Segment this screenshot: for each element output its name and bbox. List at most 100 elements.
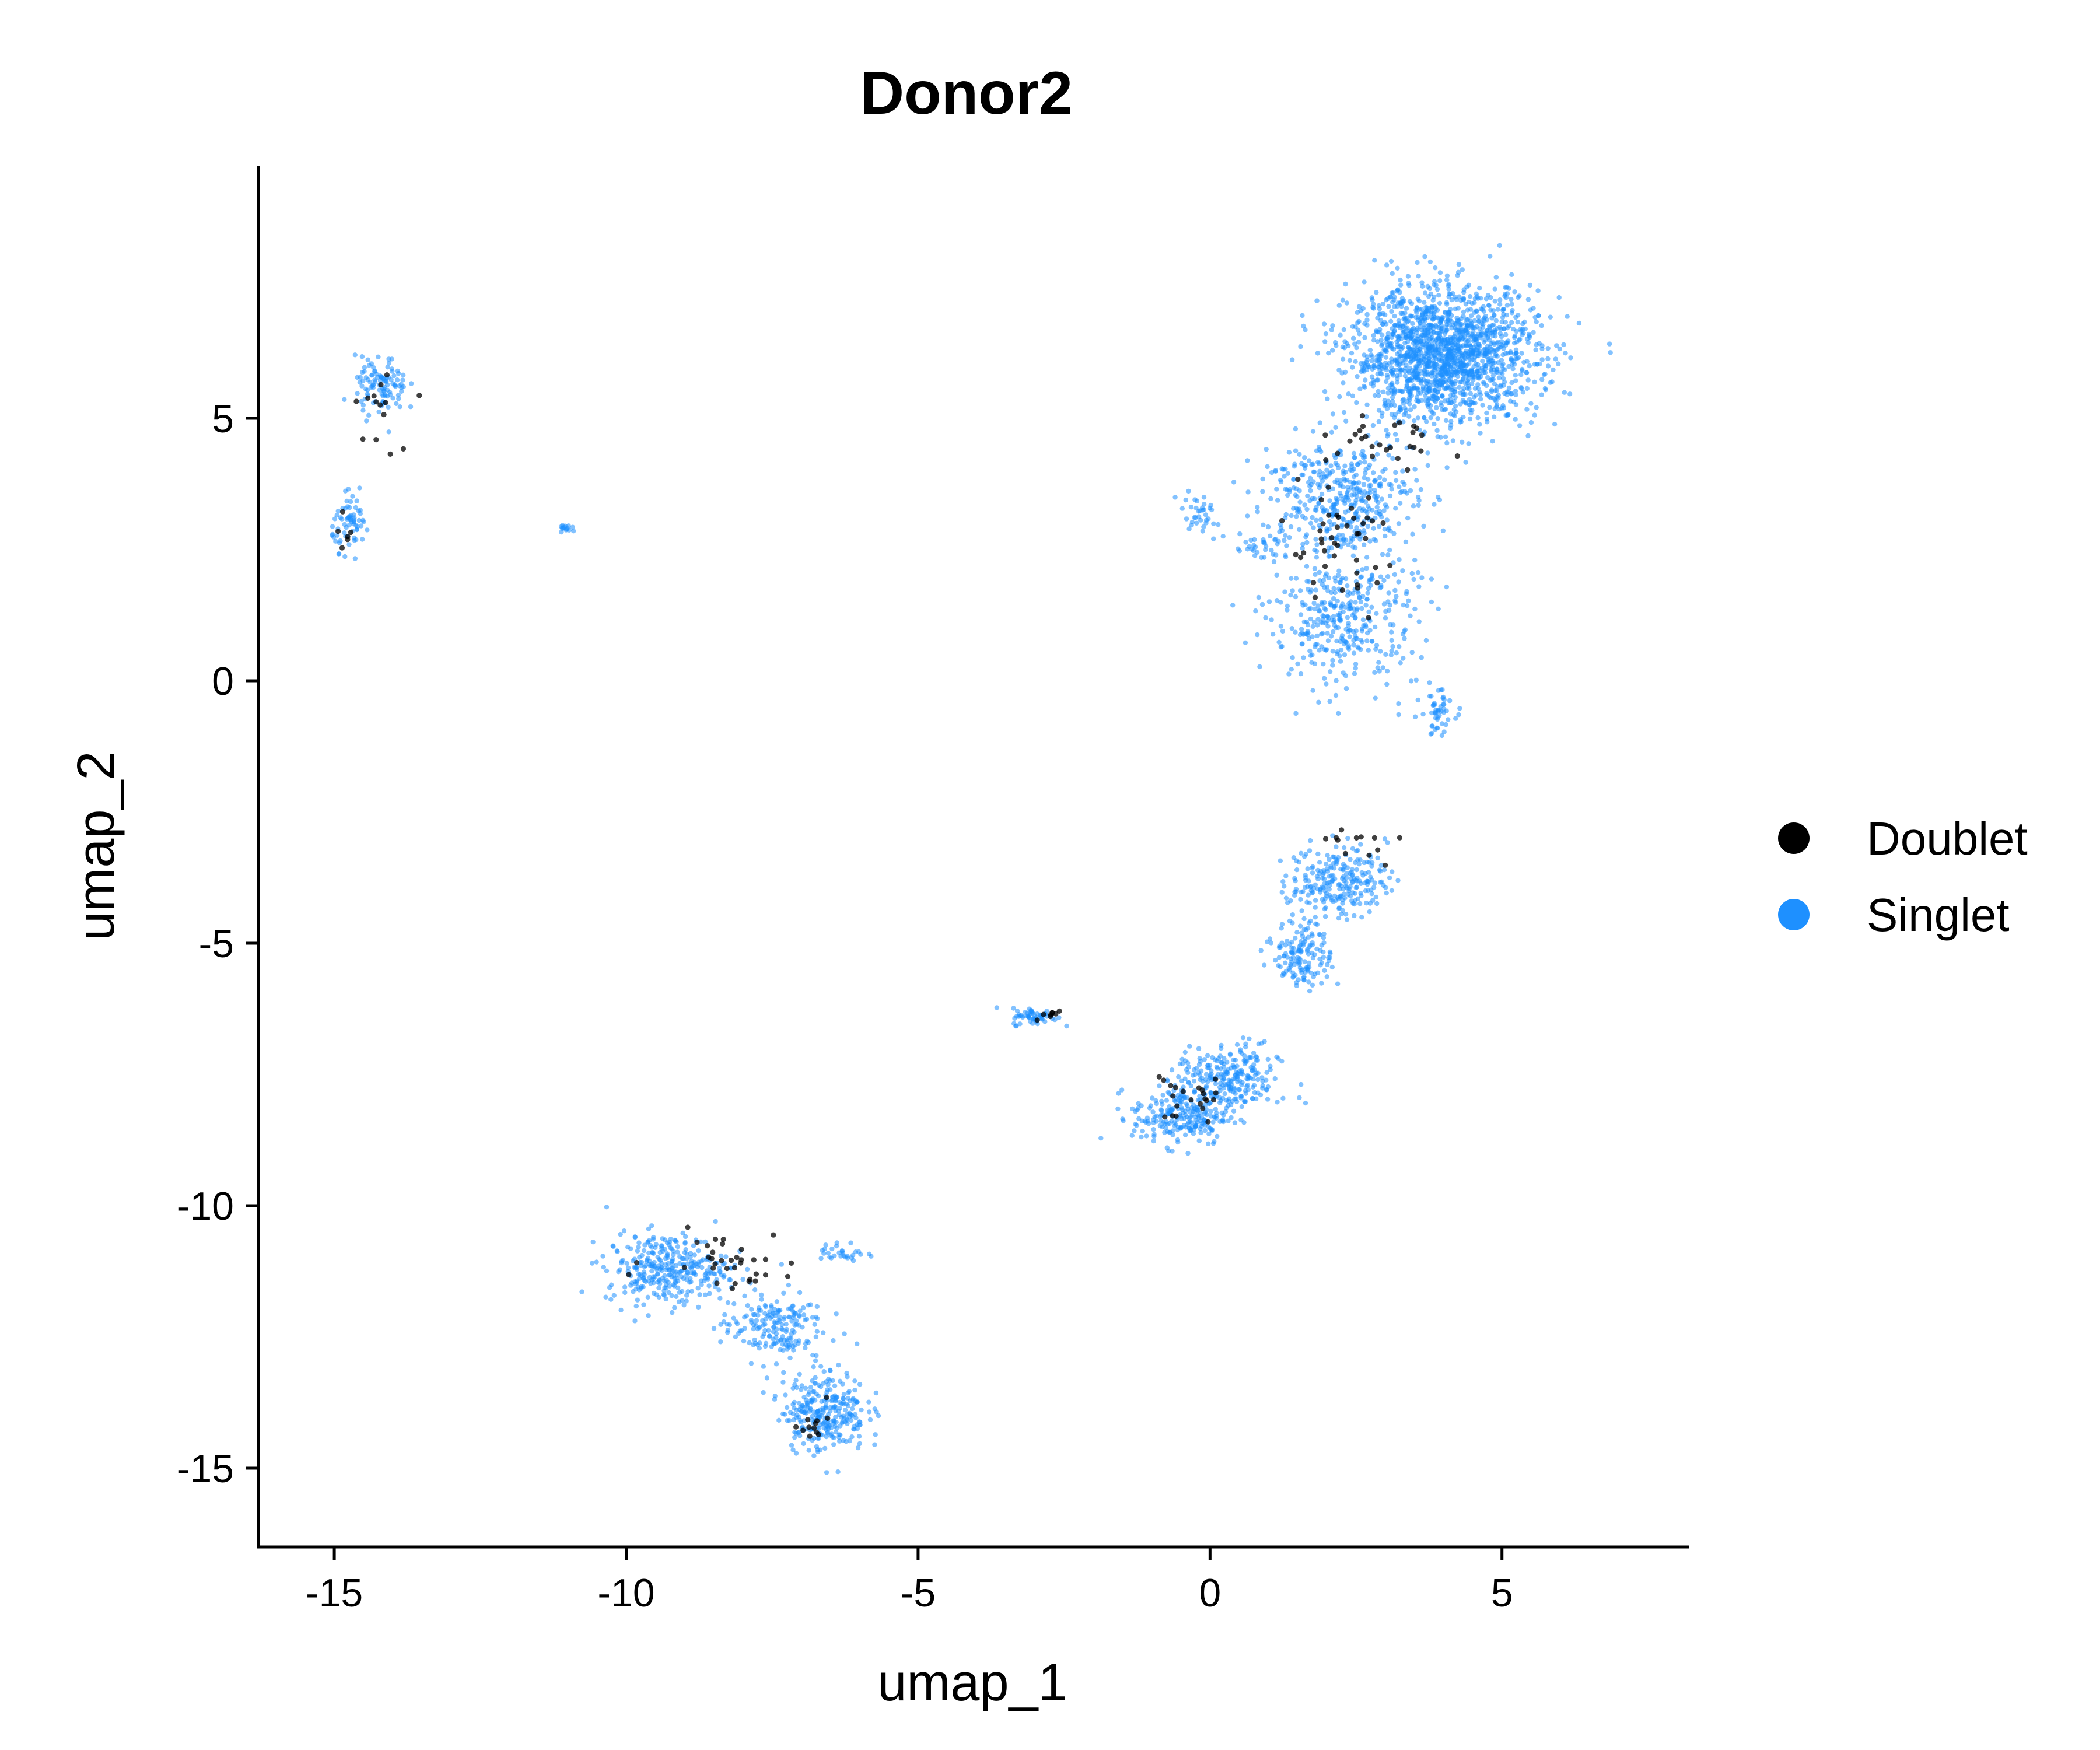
singlet-point <box>1377 330 1382 335</box>
singlet-point <box>1437 300 1443 306</box>
singlet-point <box>1395 438 1400 443</box>
singlet-point <box>794 1415 799 1420</box>
singlet-point <box>628 1246 634 1251</box>
singlet-point <box>774 1362 779 1367</box>
doublet-point <box>1200 1105 1206 1111</box>
singlet-point <box>1426 388 1431 394</box>
singlet-point <box>1422 369 1427 374</box>
singlet-point <box>377 373 383 379</box>
doublet-point <box>1396 420 1402 426</box>
singlet-point <box>1340 516 1345 522</box>
singlet-point <box>836 1363 841 1368</box>
singlet-point <box>1461 287 1466 292</box>
singlet-point <box>1293 448 1298 453</box>
singlet-point <box>1443 434 1448 439</box>
singlet-point <box>1320 897 1325 902</box>
singlet-point <box>1439 382 1445 387</box>
singlet-point <box>1317 420 1322 425</box>
doublet-point <box>710 1265 716 1271</box>
singlet-point <box>1460 377 1466 382</box>
singlet-point <box>782 1315 788 1320</box>
singlet-point <box>1392 572 1398 578</box>
singlet-point <box>778 1347 783 1353</box>
doublet-point <box>1369 443 1375 449</box>
singlet-point <box>1232 1120 1238 1125</box>
singlet-point <box>1384 681 1390 687</box>
singlet-point <box>1169 1118 1174 1124</box>
singlet-point <box>1506 385 1512 391</box>
singlet-point <box>1400 328 1406 333</box>
singlet-point <box>1440 528 1446 533</box>
singlet-point <box>1528 419 1534 425</box>
singlet-point <box>1282 474 1287 479</box>
singlet-point <box>1389 629 1394 635</box>
singlet-point <box>352 556 358 561</box>
singlet-point <box>1367 462 1373 468</box>
singlet-point <box>1359 574 1364 579</box>
singlet-point <box>1210 1119 1216 1125</box>
singlet-point <box>1287 535 1292 540</box>
singlet-point <box>1336 303 1342 308</box>
singlet-point <box>334 512 340 518</box>
singlet-point <box>1298 344 1303 349</box>
singlet-point <box>1405 345 1410 350</box>
singlet-point <box>1414 398 1419 403</box>
singlet-point <box>1304 506 1310 512</box>
singlet-point <box>814 1391 820 1397</box>
singlet-point <box>617 1267 622 1272</box>
singlet-point <box>1423 419 1429 424</box>
doublet-point <box>747 1276 753 1282</box>
singlet-point <box>803 1341 808 1346</box>
singlet-point <box>1330 649 1335 654</box>
singlet-point <box>1284 939 1290 944</box>
doublet-point <box>1162 1114 1168 1120</box>
singlet-point <box>1489 377 1494 382</box>
singlet-point <box>1192 1124 1198 1130</box>
singlet-point <box>1300 545 1305 551</box>
singlet-point <box>1405 326 1410 331</box>
singlet-point <box>1259 1075 1265 1080</box>
singlet-point <box>1474 335 1479 340</box>
singlet-point <box>1027 1006 1032 1012</box>
singlet-point <box>1275 1100 1280 1105</box>
singlet-point <box>1292 892 1297 898</box>
singlet-point <box>1279 890 1284 895</box>
singlet-point <box>1261 522 1266 527</box>
singlet-point <box>1366 609 1371 615</box>
singlet-point <box>1134 1123 1139 1128</box>
singlet-point <box>1335 855 1341 860</box>
singlet-point <box>1240 1035 1246 1041</box>
singlet-point <box>1439 721 1445 726</box>
doublet-point <box>720 1237 726 1242</box>
singlet-point <box>1319 600 1325 606</box>
singlet-point <box>1356 862 1362 867</box>
singlet-point <box>1460 331 1465 337</box>
singlet-point <box>818 1364 824 1369</box>
singlet-point <box>1334 343 1339 348</box>
singlet-point <box>1264 1087 1269 1093</box>
singlet-point <box>1330 486 1335 491</box>
singlet-point <box>1424 305 1430 310</box>
singlet-point <box>386 429 391 435</box>
singlet-point <box>1176 1125 1181 1130</box>
singlet-point <box>1288 962 1293 967</box>
singlet-point <box>1326 575 1332 580</box>
singlet-point <box>1418 350 1424 355</box>
singlet-point <box>1420 712 1426 717</box>
singlet-point <box>604 1205 610 1210</box>
doublet-point <box>1322 432 1328 438</box>
singlet-point <box>1527 282 1532 288</box>
singlet-point <box>1177 1061 1183 1067</box>
singlet-point <box>1370 422 1376 428</box>
singlet-point <box>1389 365 1394 370</box>
singlet-point <box>1487 405 1492 410</box>
singlet-point <box>1199 1076 1205 1081</box>
singlet-point <box>1402 489 1408 494</box>
singlet-point <box>1310 982 1315 988</box>
singlet-point <box>342 554 348 559</box>
singlet-point <box>1382 401 1388 407</box>
singlet-point <box>1496 360 1501 365</box>
singlet-point <box>1180 506 1185 511</box>
singlet-point <box>1398 310 1404 316</box>
singlet-point <box>1382 533 1388 539</box>
